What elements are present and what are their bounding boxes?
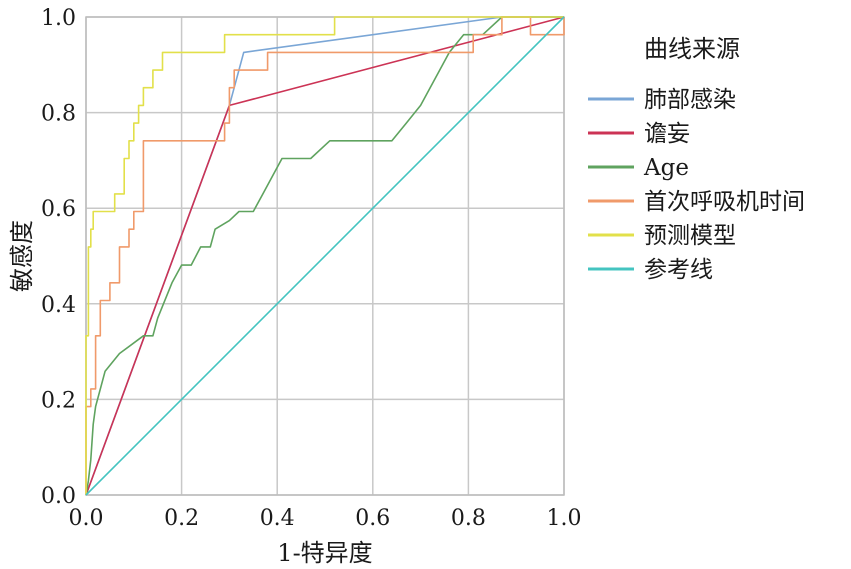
- legend-item: 预测模型: [588, 223, 736, 249]
- x-tick-labels: 0.0 0.2 0.4 0.6 0.8 1.0: [69, 506, 582, 531]
- series-line: [85, 16, 564, 496]
- legend-label: 参考线: [644, 257, 713, 283]
- legend-title: 曲线来源: [644, 35, 740, 63]
- x-tick-label: 0.2: [164, 506, 199, 531]
- x-tick-label: 0.4: [260, 506, 295, 531]
- legend-label: 肺部感染: [644, 87, 736, 113]
- series-line: [85, 16, 565, 496]
- y-tick-label: 0.0: [41, 484, 76, 509]
- legend-item: 肺部感染: [588, 87, 736, 113]
- y-tick-label: 0.8: [41, 102, 76, 127]
- legend-item: 谵妄: [588, 121, 690, 147]
- series-line: [85, 16, 564, 495]
- legend-item: 首次呼吸机时间: [588, 189, 805, 215]
- legend-item: 参考线: [588, 257, 713, 283]
- y-tick-label: 0.6: [41, 197, 76, 222]
- series-lines: [85, 16, 565, 496]
- plot-frame: [85, 16, 565, 496]
- x-tick-label: 0.0: [69, 506, 104, 531]
- x-tick-label: 0.8: [451, 506, 486, 531]
- x-tick-label: 0.6: [355, 506, 390, 531]
- legend-label: Age: [643, 155, 689, 181]
- legend-label: 预测模型: [644, 223, 736, 249]
- x-axis-title: 1-特异度: [277, 539, 372, 567]
- x-tick-label: 1.0: [547, 506, 582, 531]
- legend-item: Age: [588, 155, 689, 181]
- y-tick-labels: 0.0 0.2 0.4 0.6 0.8 1.0: [41, 6, 76, 509]
- y-tick-label: 0.2: [41, 388, 76, 413]
- y-tick-label: 0.4: [41, 293, 76, 318]
- legend-label: 谵妄: [644, 121, 690, 147]
- legend-label: 首次呼吸机时间: [644, 189, 805, 215]
- y-tick-label: 1.0: [41, 6, 76, 31]
- y-axis-title: 敏感度: [8, 220, 36, 292]
- series-line: [85, 16, 565, 495]
